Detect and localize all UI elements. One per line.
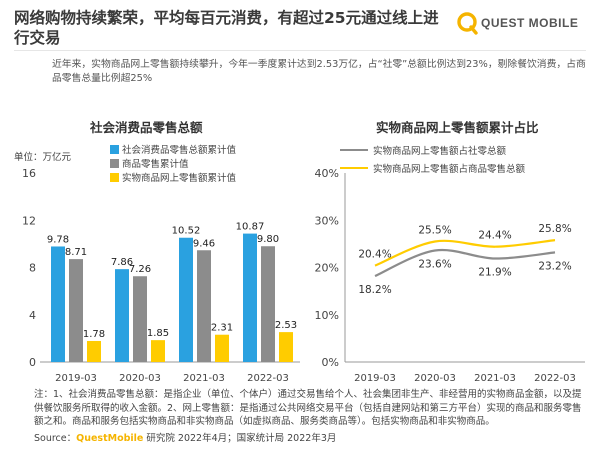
point-value-label: 18.2%	[358, 284, 391, 296]
bar	[115, 269, 129, 362]
legend-item: 实物商品网上零售额占商品零售总额	[340, 161, 525, 175]
bar	[51, 246, 65, 362]
point-value-label: 23.6%	[418, 258, 451, 270]
source-rest: 研究院 2022年4月；国家统计局 2022年3月	[143, 433, 337, 444]
bar-value-label: 2.53	[275, 320, 297, 331]
legend-label: 实物商品网上零售额占社零总额	[373, 146, 507, 157]
legend-line-yellow	[340, 167, 368, 169]
legend-item: 实物商品网上零售额累计值	[110, 170, 236, 184]
logo-text: QUEST MOBILE	[481, 16, 579, 30]
bar	[243, 233, 257, 362]
quest-mobile-logo-icon	[457, 12, 478, 35]
bar	[197, 250, 211, 362]
y-tick-label: 40%	[315, 167, 339, 180]
x-tick-label: 2020-03	[414, 373, 456, 384]
source-label: Source：	[34, 433, 77, 444]
bar-value-label: 7.86	[111, 257, 133, 268]
x-tick-label: 2022-03	[247, 373, 289, 384]
x-tick-label: 2021-03	[183, 373, 225, 384]
legend-label: 实物商品网上零售额累计值	[122, 173, 237, 184]
x-tick-label: 2019-03	[354, 373, 396, 384]
x-tick-label: 2021-03	[474, 373, 516, 384]
legend-label: 社会消费品零售总额累计值	[122, 145, 237, 156]
legend-line-gray	[340, 149, 368, 151]
bar-value-label: 9.46	[193, 238, 215, 249]
x-tick-label: 2020-03	[119, 373, 161, 384]
y-tick-label: 8	[29, 262, 36, 275]
legend-swatch-blue	[110, 144, 119, 154]
legend-label: 实物商品网上零售额占商品零售总额	[373, 164, 526, 175]
legend-item: 实物商品网上零售额占社零总额	[340, 143, 525, 157]
footnote: 注：1、社会消费品零售总额：是指企业（单位、个体户）通过交易售给个人、社会集团非…	[34, 389, 582, 427]
bar	[151, 340, 165, 362]
left-chart-unit: 单位：万亿元	[14, 152, 72, 163]
right-chart-title: 实物商品网上零售额累计占比	[376, 120, 539, 135]
point-value-label: 25.5%	[418, 225, 451, 237]
intro-text: 近年来，实物商品网上零售额持续攀升，今年一季度累计达到2.53万亿，占“社零”总…	[52, 59, 586, 84]
bar-value-label: 8.71	[65, 247, 87, 258]
point-value-label: 20.4%	[358, 249, 391, 261]
series-line	[374, 239, 556, 267]
point-value-label: 24.4%	[478, 230, 511, 242]
page-title: 网络购物持续繁荣，平均每百元消费，有超过25元通过线上进行交易	[14, 9, 439, 47]
point-value-label: 23.2%	[538, 260, 571, 272]
bar-value-label: 2.31	[211, 323, 233, 334]
y-tick-label: 10%	[315, 309, 339, 322]
bar-value-label: 9.78	[47, 234, 69, 245]
legend-item: 商品零售累计值	[110, 156, 236, 170]
bar	[279, 332, 293, 362]
source-line: Source：QuestMobile 研究院 2022年4月；国家统计局 202…	[34, 430, 336, 444]
right-chart-legend: 实物商品网上零售额占社零总额 实物商品网上零售额占商品零售总额	[340, 143, 525, 175]
source-brand: QuestMobile	[76, 433, 144, 444]
bar	[133, 276, 147, 362]
bar-value-label: 10.87	[236, 222, 265, 233]
point-value-label: 25.8%	[538, 223, 571, 235]
left-chart-legend: 社会消费品零售总额累计值 商品零售累计值 实物商品网上零售额累计值	[110, 142, 236, 184]
logo: QUEST MOBILE	[456, 10, 596, 36]
y-tick-label: 4	[29, 309, 36, 322]
header-divider	[14, 50, 586, 51]
y-tick-label: 0	[29, 356, 36, 369]
bar-value-label: 1.85	[147, 328, 169, 339]
y-tick-label: 20%	[315, 262, 339, 275]
bar	[261, 246, 275, 362]
x-tick-label: 2022-03	[534, 373, 576, 384]
bar	[179, 237, 193, 362]
bar	[87, 340, 101, 362]
legend-swatch-gray	[110, 158, 119, 168]
bar	[69, 259, 83, 362]
bar-value-label: 1.78	[83, 329, 105, 340]
bar	[215, 334, 229, 362]
bar-value-label: 10.52	[172, 226, 201, 237]
series-line	[374, 248, 556, 278]
left-chart-title: 社会消费品零售总额	[90, 120, 203, 135]
x-tick-label: 2019-03	[55, 373, 97, 384]
point-value-label: 21.9%	[478, 267, 511, 279]
legend-label: 商品零售累计值	[122, 159, 189, 170]
legend-swatch-yellow	[110, 172, 119, 182]
y-tick-label: 30%	[315, 214, 339, 227]
y-tick-label: 16	[22, 167, 36, 180]
y-tick-label: 0%	[322, 356, 339, 369]
bar-value-label: 7.26	[129, 264, 151, 275]
bar-value-label: 9.80	[257, 234, 279, 245]
y-tick-label: 12	[22, 214, 36, 227]
legend-item: 社会消费品零售总额累计值	[110, 142, 236, 156]
